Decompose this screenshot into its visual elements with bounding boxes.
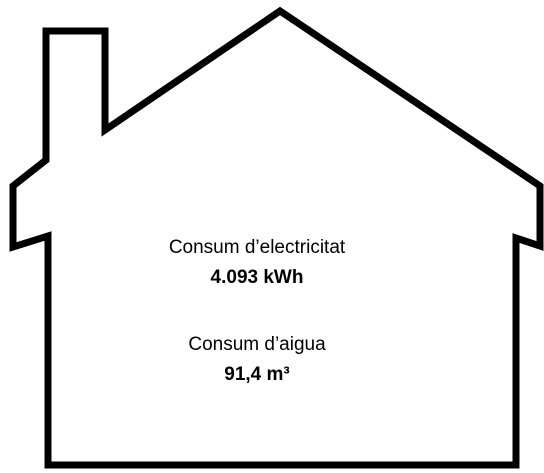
water-value: 91,4 m³	[224, 364, 289, 385]
house-outline	[9, 6, 544, 469]
electricity-value: 4.093 kWh	[211, 267, 304, 288]
electricity-label: Consum d’electricitat	[169, 237, 346, 258]
water-label: Consum d’aigua	[188, 334, 326, 355]
